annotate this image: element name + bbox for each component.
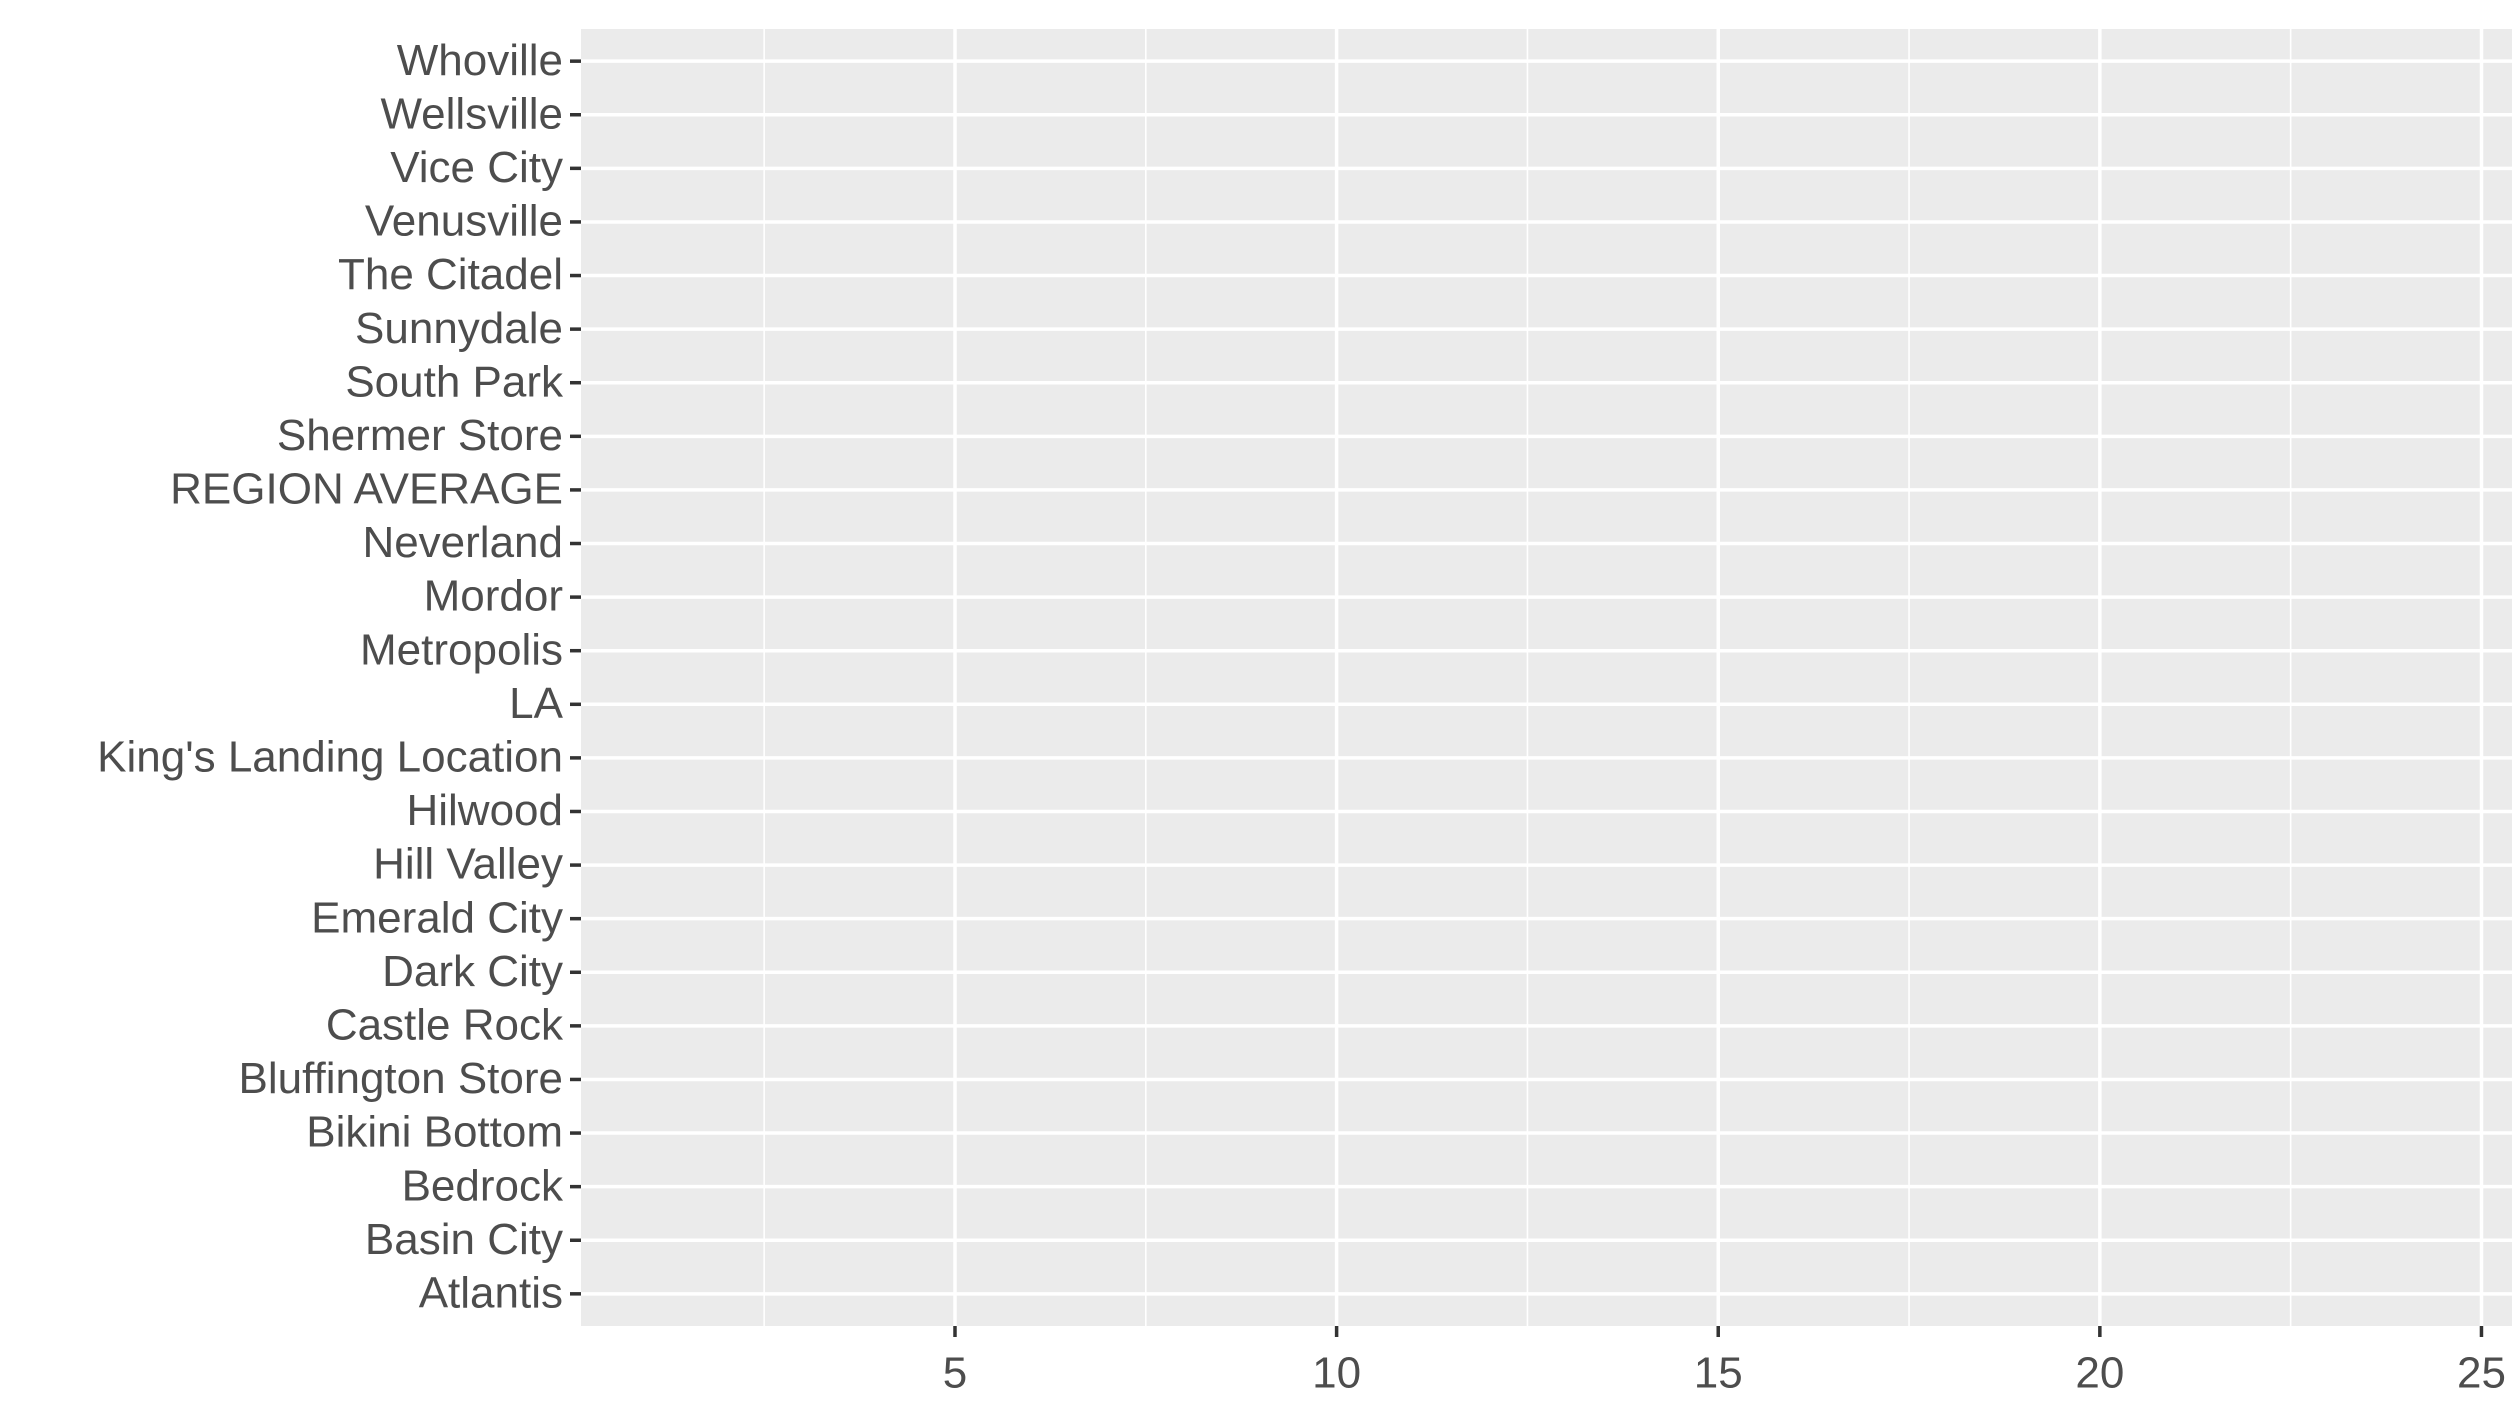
y-tick-label: REGION AVERAGE	[170, 465, 563, 514]
y-tick-label: Bedrock	[402, 1161, 564, 1210]
x-tick-label: 20	[2075, 1349, 2124, 1398]
y-tick-label: Atlantis	[419, 1268, 563, 1317]
y-tick-label: Dark City	[382, 947, 563, 996]
y-tick-label: Bikini Bottom	[306, 1108, 563, 1157]
y-tick-label: Castle Rock	[326, 1000, 564, 1049]
y-tick-label: Mordor	[424, 572, 563, 621]
y-tick-label: The Citadel	[338, 250, 563, 299]
y-tick-label: Basin City	[365, 1215, 563, 1264]
y-tick-label: Shermer Store	[277, 411, 563, 460]
y-tick-label: Emerald City	[311, 893, 563, 942]
y-tick-label: Bluffington Store	[238, 1054, 563, 1103]
y-tick-label: Whoville	[397, 36, 563, 85]
x-tick-label: 25	[2457, 1349, 2506, 1398]
y-tick-label: Hill Valley	[373, 840, 563, 889]
x-tick-label: 15	[1694, 1349, 1743, 1398]
x-tick-label: 10	[1312, 1349, 1361, 1398]
y-tick-label: Venusville	[365, 197, 563, 246]
y-tick-label: Vice City	[390, 143, 563, 192]
y-tick-label: Metropolis	[360, 625, 563, 674]
y-tick-label: Sunnydale	[355, 304, 563, 353]
y-tick-label: LA	[509, 679, 563, 728]
y-tick-label: Neverland	[362, 518, 563, 567]
y-tick-label: South Park	[345, 357, 564, 406]
panel	[581, 29, 2512, 1326]
y-tick-label: Wellsville	[380, 89, 563, 138]
y-tick-label: King's Landing Location	[97, 733, 563, 782]
x-tick-label: 5	[943, 1349, 967, 1398]
y-tick-label: Hilwood	[406, 786, 563, 835]
